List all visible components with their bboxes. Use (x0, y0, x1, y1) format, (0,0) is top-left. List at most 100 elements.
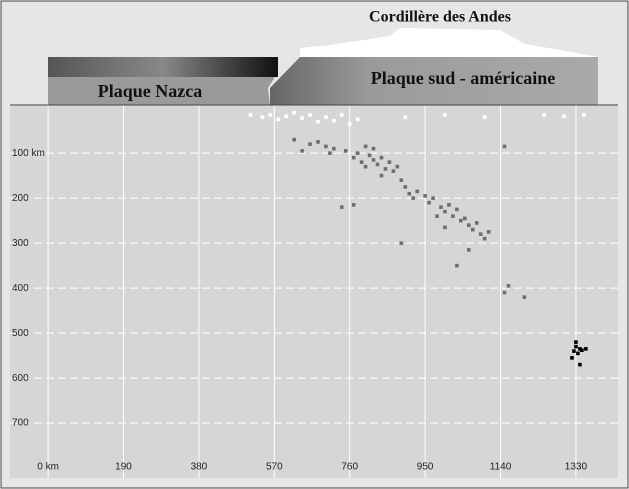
points (248, 110, 588, 367)
hypocenter (463, 216, 467, 221)
hypocenter (435, 214, 439, 218)
hypocenter (431, 196, 435, 200)
hypocenter (367, 153, 372, 158)
nazca-slab (48, 57, 278, 77)
y-tick-label: 300 (12, 238, 29, 249)
hypocenter (316, 119, 320, 124)
y-tick-label: 100 km (12, 148, 45, 159)
hypocenter (478, 232, 483, 236)
south-american-plate (270, 57, 598, 105)
hypocenter (268, 113, 273, 117)
hypocenter (502, 290, 507, 295)
hypocenter (482, 236, 487, 241)
hypocenter (576, 351, 580, 356)
hypocenter (332, 146, 336, 151)
continent-label: Plaque sud - américaine (371, 68, 556, 88)
hypocenter (427, 200, 431, 205)
ticks: 0 km 190 380 570 760 950 1140 1330 100 km 200 300 4… (12, 148, 587, 473)
hypocenter (363, 144, 368, 149)
nazca-label: Plaque Nazca (98, 81, 202, 101)
hypocenter (316, 140, 320, 144)
hypocenter (411, 196, 416, 200)
nazca-plate (48, 77, 275, 105)
hypocenter (403, 185, 408, 189)
hypocenter (339, 113, 344, 117)
hypocenter (482, 115, 487, 119)
hypocenter (328, 151, 332, 155)
x-tick-label: 1330 (565, 462, 588, 473)
hypocenter (415, 189, 419, 194)
y-tick-label: 200 (12, 193, 29, 204)
hypocenter (276, 117, 281, 122)
hypocenter (284, 114, 289, 119)
hypocenter (455, 263, 459, 268)
hypocenter (506, 284, 511, 288)
hypocenter (439, 205, 443, 209)
y-tick-label: 600 (12, 373, 29, 384)
hypocenter (542, 113, 546, 117)
hypocenter (292, 110, 296, 115)
hypocenter (371, 146, 376, 151)
mountains (300, 28, 598, 57)
hypocenter (351, 203, 356, 207)
hypocenter (308, 113, 312, 117)
hypocenter (355, 117, 360, 122)
hypocenter (574, 344, 578, 349)
hypocenter (308, 142, 312, 146)
hypocenter (459, 218, 463, 223)
hypocenter (423, 194, 427, 198)
x-tick-label: 1140 (490, 462, 512, 473)
hypocenter (486, 230, 491, 234)
grid (10, 105, 618, 478)
hypocenter (371, 158, 376, 162)
x-tick-label: 760 (341, 462, 358, 473)
hypocenter (379, 155, 384, 160)
hypocenter (343, 149, 348, 153)
hypocenter (347, 122, 352, 126)
hypocenter (300, 149, 304, 153)
hypocenter (572, 349, 576, 353)
hypocenter (443, 225, 447, 230)
hypocenter (443, 113, 447, 117)
hypocenter (260, 115, 265, 119)
hypocenter (395, 164, 400, 169)
hypocenter (363, 164, 368, 169)
hypocenter (375, 162, 380, 167)
hypocenter (399, 178, 404, 182)
hypocenter (447, 203, 451, 207)
hypocenter (466, 248, 471, 252)
hypocenter (578, 362, 582, 367)
hypocenter (383, 167, 388, 171)
hypocenter (451, 214, 455, 218)
hypocenter (582, 113, 586, 117)
hypocenter (403, 115, 408, 119)
x-tick-label: 380 (191, 462, 208, 473)
hypocenter (324, 115, 328, 119)
hypocenter (578, 347, 582, 351)
hypocenter (443, 209, 447, 214)
hypocenter (332, 118, 336, 123)
plot-area (10, 105, 618, 478)
hypocenter (399, 241, 404, 245)
hypocenter (324, 144, 328, 149)
y-tick-label: 500 (12, 328, 29, 339)
hypocenter (379, 173, 384, 178)
hypocenter (580, 348, 584, 353)
y-tick-label: 700 (12, 418, 29, 429)
hypocenter (387, 160, 392, 164)
x-tick-label: 570 (266, 462, 283, 473)
hypocenter (248, 113, 253, 117)
hypocenter (292, 137, 296, 142)
hypocenter (474, 221, 479, 225)
hypocenter (391, 169, 396, 173)
hypocenter (355, 151, 360, 155)
hypocenter (407, 191, 412, 196)
range-label: Cordillère des Andes (369, 9, 511, 26)
y-tick-label: 400 (12, 283, 29, 294)
hypocenter (562, 114, 566, 119)
x-tick-label: 950 (417, 462, 434, 473)
hypocenter (522, 295, 527, 299)
hypocenter (466, 223, 471, 227)
